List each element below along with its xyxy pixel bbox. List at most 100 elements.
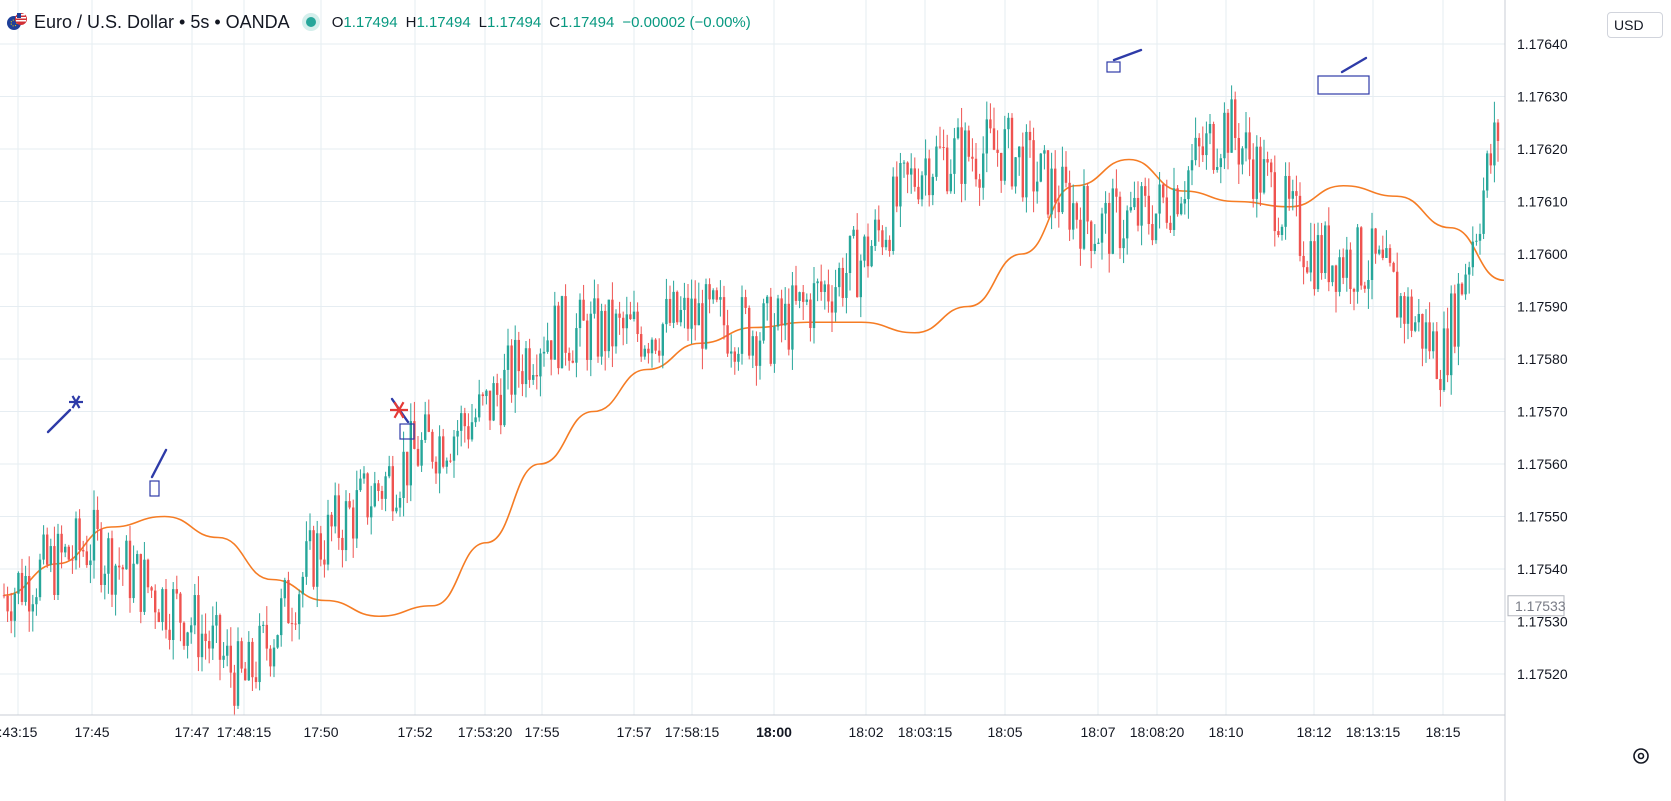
candle-body	[452, 436, 456, 461]
candle-body	[820, 281, 823, 292]
candle-body	[20, 572, 24, 602]
candle-body	[373, 483, 376, 507]
candle-body	[690, 298, 693, 329]
x-tick-label: 18:00	[756, 724, 792, 740]
candle-body	[726, 325, 729, 354]
candle-body	[863, 236, 866, 261]
candle-body	[1374, 228, 1377, 254]
candle-body	[186, 632, 189, 646]
candle-body	[1417, 313, 1420, 323]
candle-body	[1072, 203, 1075, 230]
candle-body	[1421, 313, 1424, 349]
moving-average	[3, 158, 1505, 618]
candle-body	[1342, 257, 1345, 278]
candle-body	[895, 176, 898, 207]
price-box	[1106, 61, 1121, 73]
candle-body	[1266, 159, 1269, 163]
candle-body	[488, 390, 492, 421]
candle-body	[989, 119, 992, 129]
candle-body	[460, 413, 463, 431]
candle-body	[132, 563, 135, 599]
candle-body	[330, 514, 333, 527]
currency-selector[interactable]: USD	[1607, 12, 1663, 38]
candle-body	[1259, 146, 1262, 193]
candle-body	[802, 292, 805, 302]
candle-body	[830, 301, 834, 313]
candle-body	[1381, 249, 1384, 258]
candle-body	[1270, 162, 1273, 173]
candle-body	[1432, 331, 1435, 352]
candle-body	[1118, 196, 1122, 249]
candle-body	[1493, 122, 1496, 166]
candle-body	[575, 328, 578, 363]
candle-body	[1385, 248, 1388, 258]
candle-body	[1205, 133, 1208, 156]
symbol-title[interactable]: Euro / U.S. Dollar • 5s • OANDA	[34, 11, 290, 32]
candle-body	[136, 554, 139, 564]
candle-body	[809, 299, 812, 329]
candle-body	[1115, 188, 1118, 197]
candle-body	[568, 352, 571, 361]
ohlc-low: 1.17494	[487, 13, 542, 31]
candle-body	[838, 267, 841, 288]
candle-body	[596, 298, 600, 357]
candle-body	[334, 495, 337, 527]
star-marker	[69, 395, 83, 409]
candle-body	[737, 353, 740, 362]
candle-body	[812, 283, 816, 329]
candle-body	[244, 668, 247, 681]
candle-body	[625, 314, 628, 329]
candle-body	[679, 309, 682, 323]
x-tick-label: 17:48:15	[217, 724, 272, 740]
candle-body	[1147, 195, 1150, 225]
candle-body	[31, 604, 34, 612]
candle-body	[982, 153, 985, 188]
candle-body	[600, 310, 603, 357]
candle-body	[532, 375, 535, 380]
candle-body	[485, 390, 488, 397]
candle-body	[902, 162, 906, 164]
y-tick-label: 1.17630	[1517, 89, 1568, 105]
candle-body	[694, 298, 697, 326]
candle-body	[1457, 283, 1460, 347]
candle-body	[1309, 241, 1312, 273]
gear-icon[interactable]	[1633, 748, 1649, 764]
candle-body	[366, 473, 369, 518]
candle-body	[1399, 296, 1402, 318]
x-tick-label: 18:05	[987, 724, 1022, 740]
candle-body	[1039, 153, 1042, 182]
candle-body	[971, 156, 974, 159]
drawings[interactable]	[46, 48, 1370, 497]
candle-body	[290, 623, 294, 625]
candle-body	[1453, 293, 1456, 347]
candle-body	[28, 575, 31, 612]
candle-body	[1140, 186, 1143, 226]
ohlc-open: 1.17494	[343, 13, 398, 31]
candle-body	[251, 641, 254, 678]
candle-body	[1126, 210, 1129, 239]
candle-body	[611, 299, 614, 347]
candle-body	[1169, 222, 1172, 230]
currency-label: USD	[1614, 17, 1644, 33]
candle-body	[398, 498, 402, 508]
candle-body	[13, 593, 16, 621]
candle-body	[1406, 296, 1410, 324]
candle-body	[1010, 117, 1014, 187]
star-stroke	[393, 401, 405, 419]
candle-body	[1331, 265, 1334, 283]
y-tick-label: 1.17560	[1517, 456, 1568, 472]
candle-body	[1018, 146, 1021, 158]
candle-body	[118, 565, 121, 568]
candle-body	[1165, 197, 1168, 223]
candle-body	[1464, 274, 1467, 295]
candle-body	[564, 296, 567, 353]
candle-body	[1478, 233, 1482, 241]
candle-body	[1284, 175, 1287, 227]
candle-body	[348, 501, 351, 508]
candle-body	[1345, 249, 1348, 278]
candle-body	[215, 615, 218, 626]
candle-body	[1000, 152, 1003, 181]
y-tick-label: 1.17640	[1517, 36, 1568, 52]
